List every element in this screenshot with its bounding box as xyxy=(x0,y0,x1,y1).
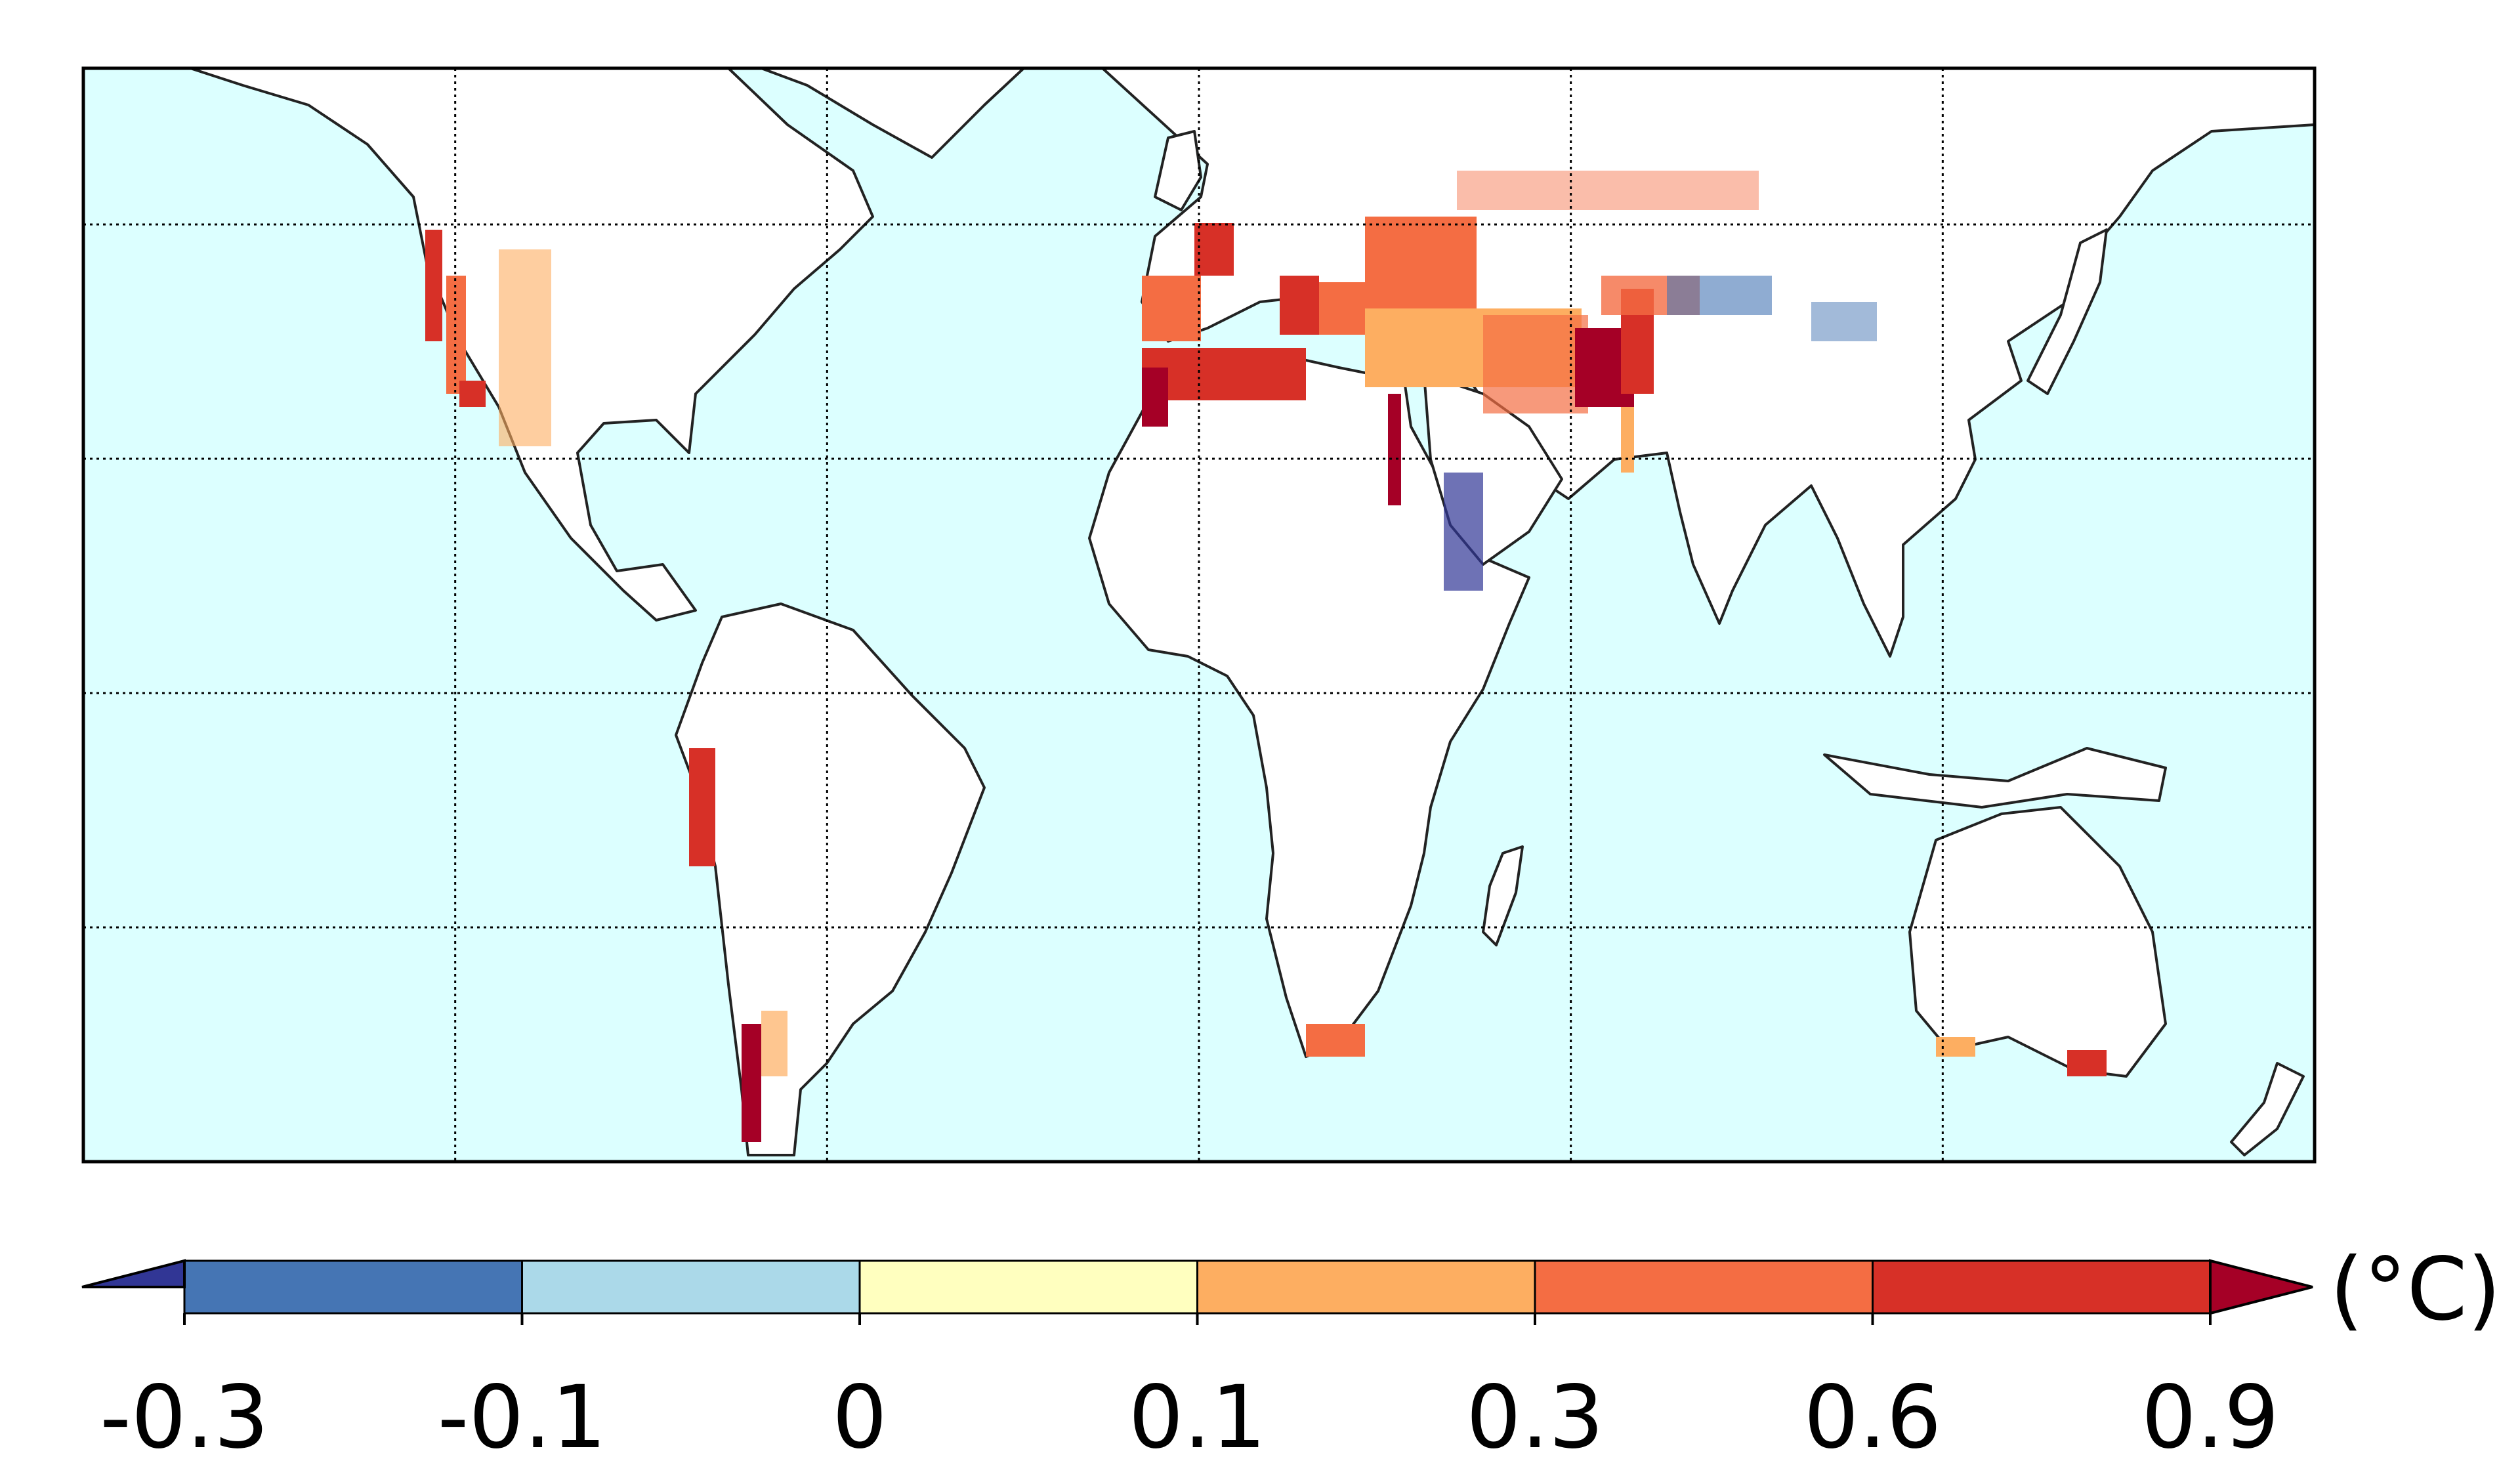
colorbar-tick-label: -0.3 xyxy=(100,1367,269,1457)
colorbar-bin xyxy=(183,1259,523,1315)
temperature-anomaly-pixels xyxy=(425,171,2107,1142)
colorbar-tick-label: 0.9 xyxy=(2141,1367,2279,1457)
hotspot-chile xyxy=(742,1024,761,1142)
hotspot-china-blue xyxy=(1667,276,1772,315)
map-border xyxy=(81,66,2317,1164)
land-madagascar xyxy=(1482,845,1524,946)
colorbar-over-arrow xyxy=(2209,1259,2313,1315)
land-new-zealand xyxy=(2230,1062,2305,1156)
colorbar-under-arrow xyxy=(81,1259,186,1288)
hotspot-wus-1 xyxy=(425,230,442,341)
hotspot-nile xyxy=(1388,394,1401,505)
hotspot-peru xyxy=(689,748,715,866)
hotspot-south-africa xyxy=(1306,1024,1365,1057)
land-australia xyxy=(1908,806,2167,1078)
colorbar-bin xyxy=(1534,1259,1874,1315)
hotspot-italy xyxy=(1280,276,1319,335)
hotspot-balkans xyxy=(1319,282,1372,335)
hotspot-russia xyxy=(1457,171,1759,210)
colorbar-tick-label: 0 xyxy=(832,1367,887,1457)
hotspot-france xyxy=(1194,223,1234,276)
colorbar-tick-label: -0.1 xyxy=(438,1367,607,1457)
hotspot-maghreb-dark xyxy=(1142,368,1168,427)
colorbar-bin xyxy=(858,1259,1198,1315)
hotspot-turkey xyxy=(1365,217,1477,308)
colorbar-bin xyxy=(521,1259,861,1315)
colorbar-bin xyxy=(1872,1259,2212,1315)
hotspot-argentina xyxy=(761,1011,788,1076)
land-indonesia xyxy=(1823,747,2167,809)
hotspot-wus-3 xyxy=(459,381,486,407)
hotspot-wus-4 xyxy=(499,249,551,446)
colorbar-unit-label: (°C) xyxy=(2330,1239,2501,1340)
hotspot-india-3 xyxy=(1621,407,1634,473)
colorbar-tick-label: 0.3 xyxy=(1466,1367,1604,1457)
colorbar-ticks: -0.3 -0.1 0 0.1 0.3 0.6 0.9 xyxy=(100,1313,2279,1457)
hotspot-china-blue-2 xyxy=(1811,302,1877,341)
hotspot-maghreb xyxy=(1142,348,1306,400)
colorbar-bin xyxy=(1196,1259,1536,1315)
colorbar-tick-label: 0.1 xyxy=(1129,1367,1267,1457)
hotspot-wus-2 xyxy=(446,276,466,394)
colorbar-tick-label: 0.6 xyxy=(1804,1367,1942,1457)
land-uk xyxy=(1154,130,1202,211)
hotspot-redsea-blue xyxy=(1444,473,1483,591)
hotspot-iberia xyxy=(1142,276,1201,341)
colorbar-bins xyxy=(183,1259,2212,1315)
hotspot-australia-se xyxy=(2067,1050,2107,1076)
land-japan xyxy=(2026,228,2108,395)
